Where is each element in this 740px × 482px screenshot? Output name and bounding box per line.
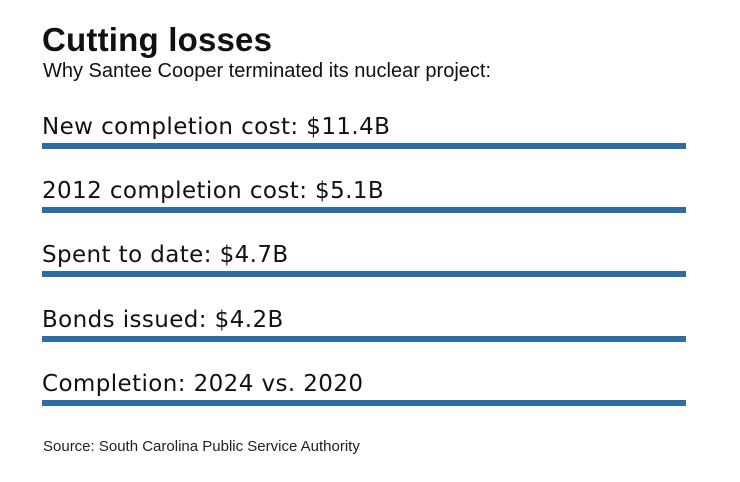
graphic-subtitle: Why Santee Cooper terminated its nuclear… bbox=[43, 60, 491, 82]
fact-item: Completion: 2024 vs. 2020 bbox=[42, 369, 686, 409]
source-note: Source: South Carolina Public Service Au… bbox=[43, 438, 360, 455]
fact-item: 2012 completion cost: $5.1B bbox=[42, 176, 686, 216]
fact-divider bbox=[42, 336, 686, 342]
fact-divider bbox=[42, 143, 686, 149]
fact-text: Completion: 2024 vs. 2020 bbox=[42, 371, 364, 397]
graphic-title: Cutting losses bbox=[42, 21, 273, 58]
fact-item: Bonds issued: $4.2B bbox=[42, 305, 686, 345]
fact-divider bbox=[42, 271, 686, 277]
fact-text: New completion cost: $11.4B bbox=[42, 114, 391, 140]
fact-divider bbox=[42, 207, 686, 213]
fact-text: Spent to date: $4.7B bbox=[42, 242, 289, 268]
fact-text: Bonds issued: $4.2B bbox=[42, 307, 284, 333]
fact-item: Spent to date: $4.7B bbox=[42, 240, 686, 280]
fact-text: 2012 completion cost: $5.1B bbox=[42, 178, 385, 204]
fact-item: New completion cost: $11.4B bbox=[42, 112, 686, 152]
fact-divider bbox=[42, 400, 686, 406]
